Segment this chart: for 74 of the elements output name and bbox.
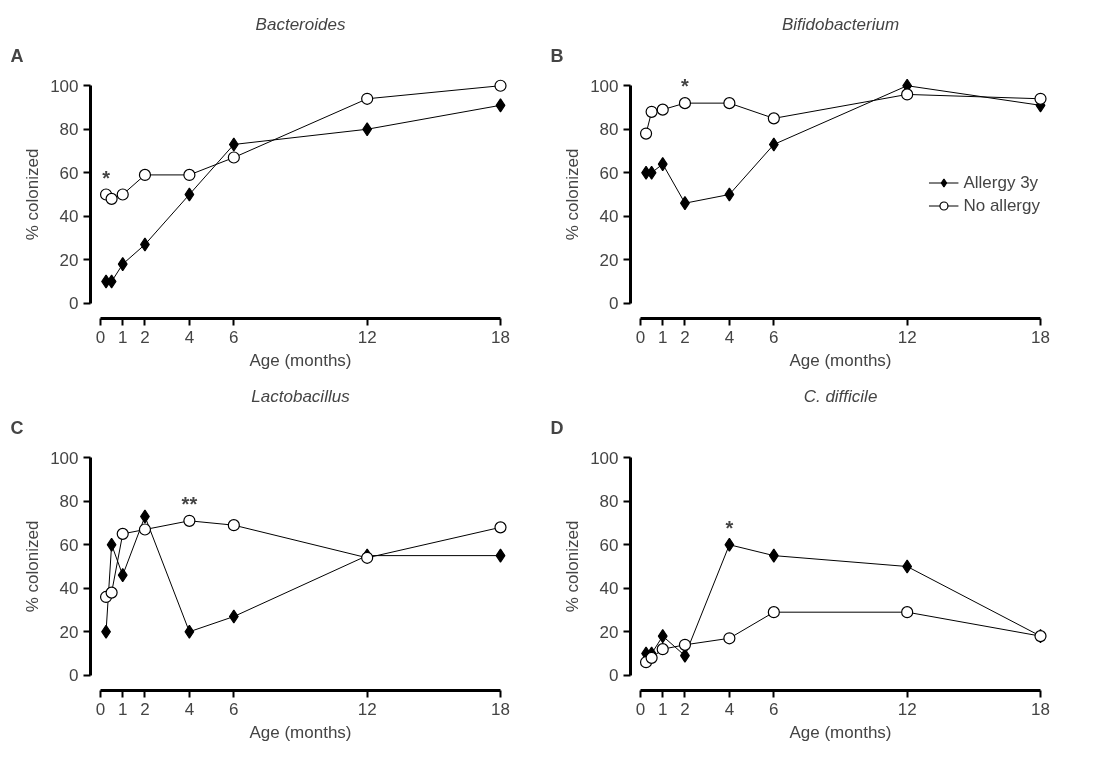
y-tick-label: 100	[590, 448, 619, 468]
y-tick-label: 0	[69, 666, 79, 686]
text: A	[10, 45, 24, 66]
x-tick-label: 1	[117, 327, 128, 347]
y-tick-label: 40	[599, 579, 619, 599]
y-tick-label: 80	[599, 492, 619, 512]
y-tick-label: 20	[59, 250, 79, 270]
x-tick-label: 18	[1031, 327, 1050, 347]
y-tick-label: 100	[590, 76, 619, 96]
x-tick-label: 2	[680, 327, 690, 347]
text: D	[550, 417, 564, 438]
chart-title: Lactobacillus	[251, 386, 351, 406]
x-tick-label: 6	[769, 327, 779, 347]
text: C	[10, 417, 24, 438]
y-tick-label: 60	[59, 163, 79, 183]
x-tick-label: 4	[724, 327, 735, 347]
chart-title: Bacteroides	[255, 14, 346, 34]
x-tick-label: 1	[117, 699, 128, 719]
y-tick-label: 80	[59, 120, 79, 140]
y-axis-title: % colonized	[563, 148, 583, 241]
annotation: **	[181, 492, 198, 515]
x-axis-title: Age (months)	[789, 350, 892, 370]
x-tick-label: 1	[657, 327, 668, 347]
annotation: *	[725, 516, 734, 539]
x-axis-title: Age (months)	[249, 350, 352, 370]
y-axis-title: % colonized	[563, 520, 583, 613]
y-tick-label: 60	[59, 535, 79, 555]
y-tick-label: 100	[50, 76, 79, 96]
x-tick-label: 4	[724, 699, 735, 719]
x-tick-label: 4	[184, 327, 195, 347]
chart-title: Bifidobacterium	[781, 14, 900, 34]
y-axis-title: % colonized	[23, 520, 43, 613]
x-tick-label: 2	[140, 699, 150, 719]
y-tick-label: 40	[59, 207, 79, 227]
x-tick-label: 2	[140, 327, 150, 347]
x-tick-label: 12	[897, 699, 917, 719]
x-tick-label: 0	[635, 327, 646, 347]
annotation: *	[102, 166, 111, 189]
x-tick-label: 0	[95, 699, 106, 719]
y-tick-label: 60	[599, 535, 619, 555]
y-tick-label: 0	[609, 294, 619, 314]
y-tick-label: 80	[599, 120, 619, 140]
x-tick-label: 6	[229, 327, 239, 347]
x-tick-label: 12	[357, 327, 377, 347]
x-tick-label: 2	[680, 699, 690, 719]
y-tick-label: 100	[50, 448, 79, 468]
y-tick-label: 0	[609, 666, 619, 686]
legend-label: No allergy	[963, 195, 1040, 216]
x-tick-label: 0	[95, 327, 106, 347]
x-tick-label: 18	[491, 699, 510, 719]
y-tick-label: 60	[599, 163, 619, 183]
x-tick-label: 6	[229, 699, 239, 719]
x-tick-label: 18	[1031, 699, 1050, 719]
text: B	[550, 45, 564, 66]
x-tick-label: 4	[184, 699, 195, 719]
x-tick-label: 0	[635, 699, 646, 719]
x-axis-title: Age (months)	[789, 722, 892, 742]
y-tick-label: 40	[599, 207, 619, 227]
x-tick-label: 1	[657, 699, 668, 719]
x-tick-label: 12	[357, 699, 377, 719]
x-tick-label: 12	[897, 327, 917, 347]
y-tick-label: 20	[59, 622, 79, 642]
chart-title: C. difficile	[803, 386, 878, 406]
x-tick-label: 6	[769, 699, 779, 719]
y-tick-label: 20	[599, 622, 619, 642]
y-tick-label: 0	[69, 294, 79, 314]
y-tick-label: 20	[599, 250, 619, 270]
annotation: *	[681, 75, 690, 98]
x-axis-title: Age (months)	[249, 722, 352, 742]
y-tick-label: 80	[59, 492, 79, 512]
x-tick-label: 18	[491, 327, 510, 347]
y-tick-label: 40	[59, 579, 79, 599]
y-axis-title: % colonized	[23, 148, 43, 241]
legend-label: Allergy 3y	[963, 172, 1039, 193]
